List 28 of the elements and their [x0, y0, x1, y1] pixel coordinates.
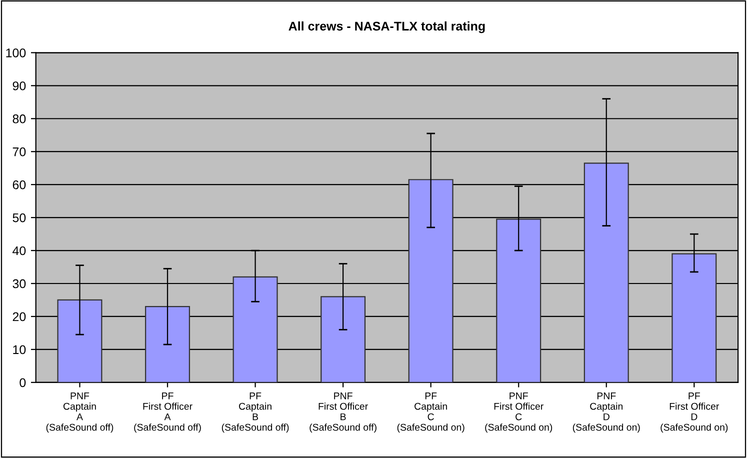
y-tick-label: 100 — [6, 48, 26, 58]
y-tick-label: 90 — [12, 81, 26, 90]
y-tick-label: 30 — [12, 279, 26, 288]
x-tick-label: PF Captain C (SafeSound on) — [397, 392, 464, 433]
x-tick-label: PF First Officer A (SafeSound off) — [134, 392, 201, 433]
chart-title: All crews - NASA-TLX total rating — [288, 21, 485, 34]
bar — [145, 306, 190, 382]
bar — [408, 179, 454, 382]
y-tick-label: 40 — [12, 246, 26, 256]
y-tick-label: 0 — [20, 378, 26, 388]
x-tick-label: PNF Captain D (SafeSound on) — [572, 392, 640, 433]
bar — [672, 253, 717, 382]
bar — [584, 162, 629, 382]
y-tick-label: 50 — [12, 213, 26, 222]
y-tick-label: 70 — [12, 147, 26, 156]
bar — [57, 299, 102, 382]
y-tick-label: 60 — [12, 180, 26, 190]
x-tick-label: PNF Captain A (SafeSound off) — [46, 392, 114, 433]
x-tick-label: PF Captain B (SafeSound off) — [222, 392, 289, 433]
y-tick-label: 20 — [12, 312, 26, 322]
y-tick-label: 80 — [12, 114, 26, 124]
y-tick-label: 10 — [13, 345, 26, 354]
x-tick-label: PNF First Officer C (SafeSound on) — [485, 392, 552, 433]
x-tick-label: PF First Officer D (SafeSound on) — [660, 392, 728, 433]
x-tick-label: PNF First Officer B (SafeSound off) — [310, 392, 376, 433]
bar — [320, 296, 366, 382]
bar — [232, 276, 278, 382]
bar — [496, 218, 542, 382]
